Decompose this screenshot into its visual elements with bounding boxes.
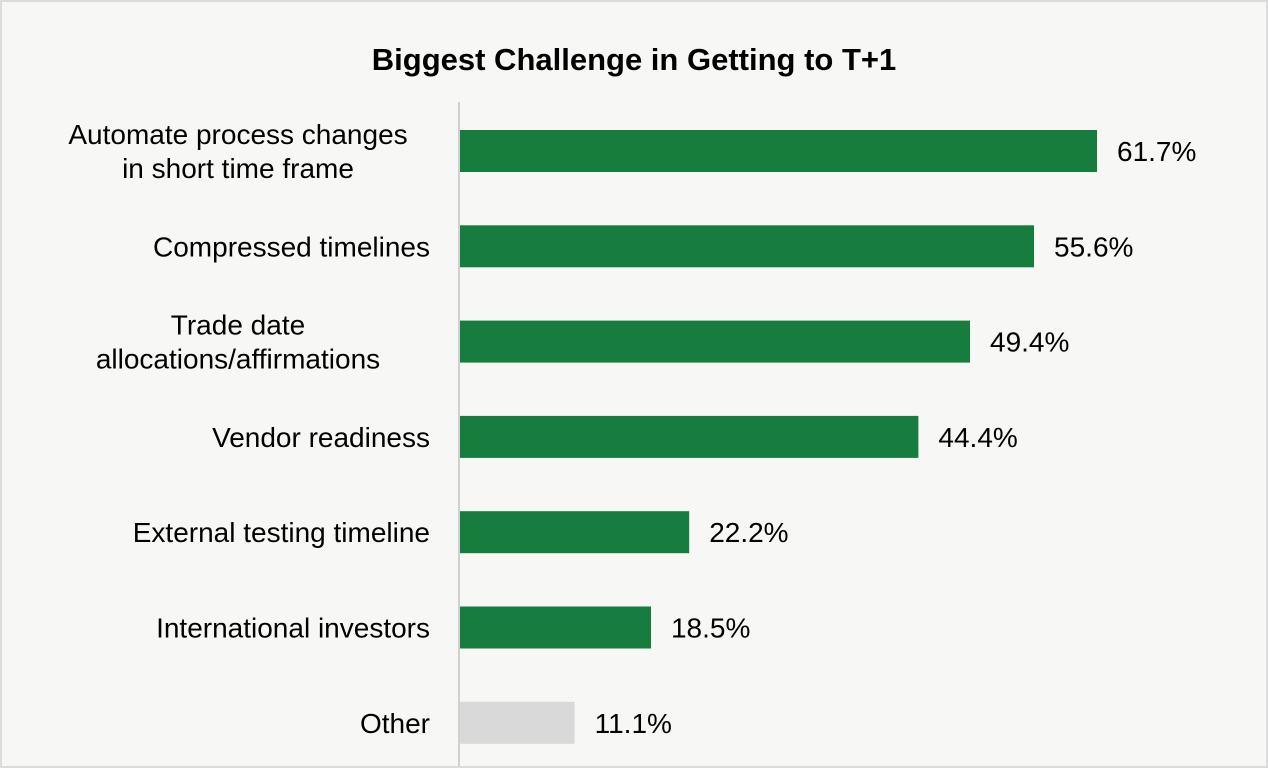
bar-value-label: 22.2% xyxy=(709,517,788,548)
bar-value-label: 44.4% xyxy=(938,422,1017,453)
bar xyxy=(460,511,690,554)
bar xyxy=(460,415,919,458)
category-label-line: External testing timeline xyxy=(133,517,430,548)
bar xyxy=(460,130,1097,172)
category-label-line: International investors xyxy=(156,613,430,644)
category-label: Compressed timelines xyxy=(153,231,430,262)
chart-title: Biggest Challenge in Getting to T+1 xyxy=(371,42,897,77)
bar xyxy=(460,320,971,363)
bar xyxy=(460,225,1035,268)
category-label-line: Other xyxy=(360,708,430,739)
bar xyxy=(460,606,651,649)
category-label-line: Vendor readiness xyxy=(212,422,430,453)
category-label-line: Automate process changes xyxy=(68,119,407,150)
bar-value-label: 49.4% xyxy=(990,327,1069,358)
bar-value-label: 55.6% xyxy=(1054,231,1133,262)
bar-value-label: 61.7% xyxy=(1117,136,1196,167)
category-label-line: Compressed timelines xyxy=(153,231,430,262)
bar xyxy=(460,701,575,744)
bar-value-label: 18.5% xyxy=(671,613,750,644)
category-label: Vendor readiness xyxy=(212,422,430,453)
category-label-line: in short time frame xyxy=(122,153,354,184)
category-label-line: allocations/affirmations xyxy=(96,344,380,375)
category-label: Automate process changes in short time fr… xyxy=(68,119,407,184)
category-label: External testing timeline xyxy=(133,517,430,548)
category-label: Other xyxy=(360,708,430,739)
category-label: International investors xyxy=(156,613,430,644)
bar-value-label: 11.1% xyxy=(595,708,672,739)
category-label-line: Trade date xyxy=(171,310,305,341)
category-label: Trade date allocations/affirmations xyxy=(96,310,380,375)
